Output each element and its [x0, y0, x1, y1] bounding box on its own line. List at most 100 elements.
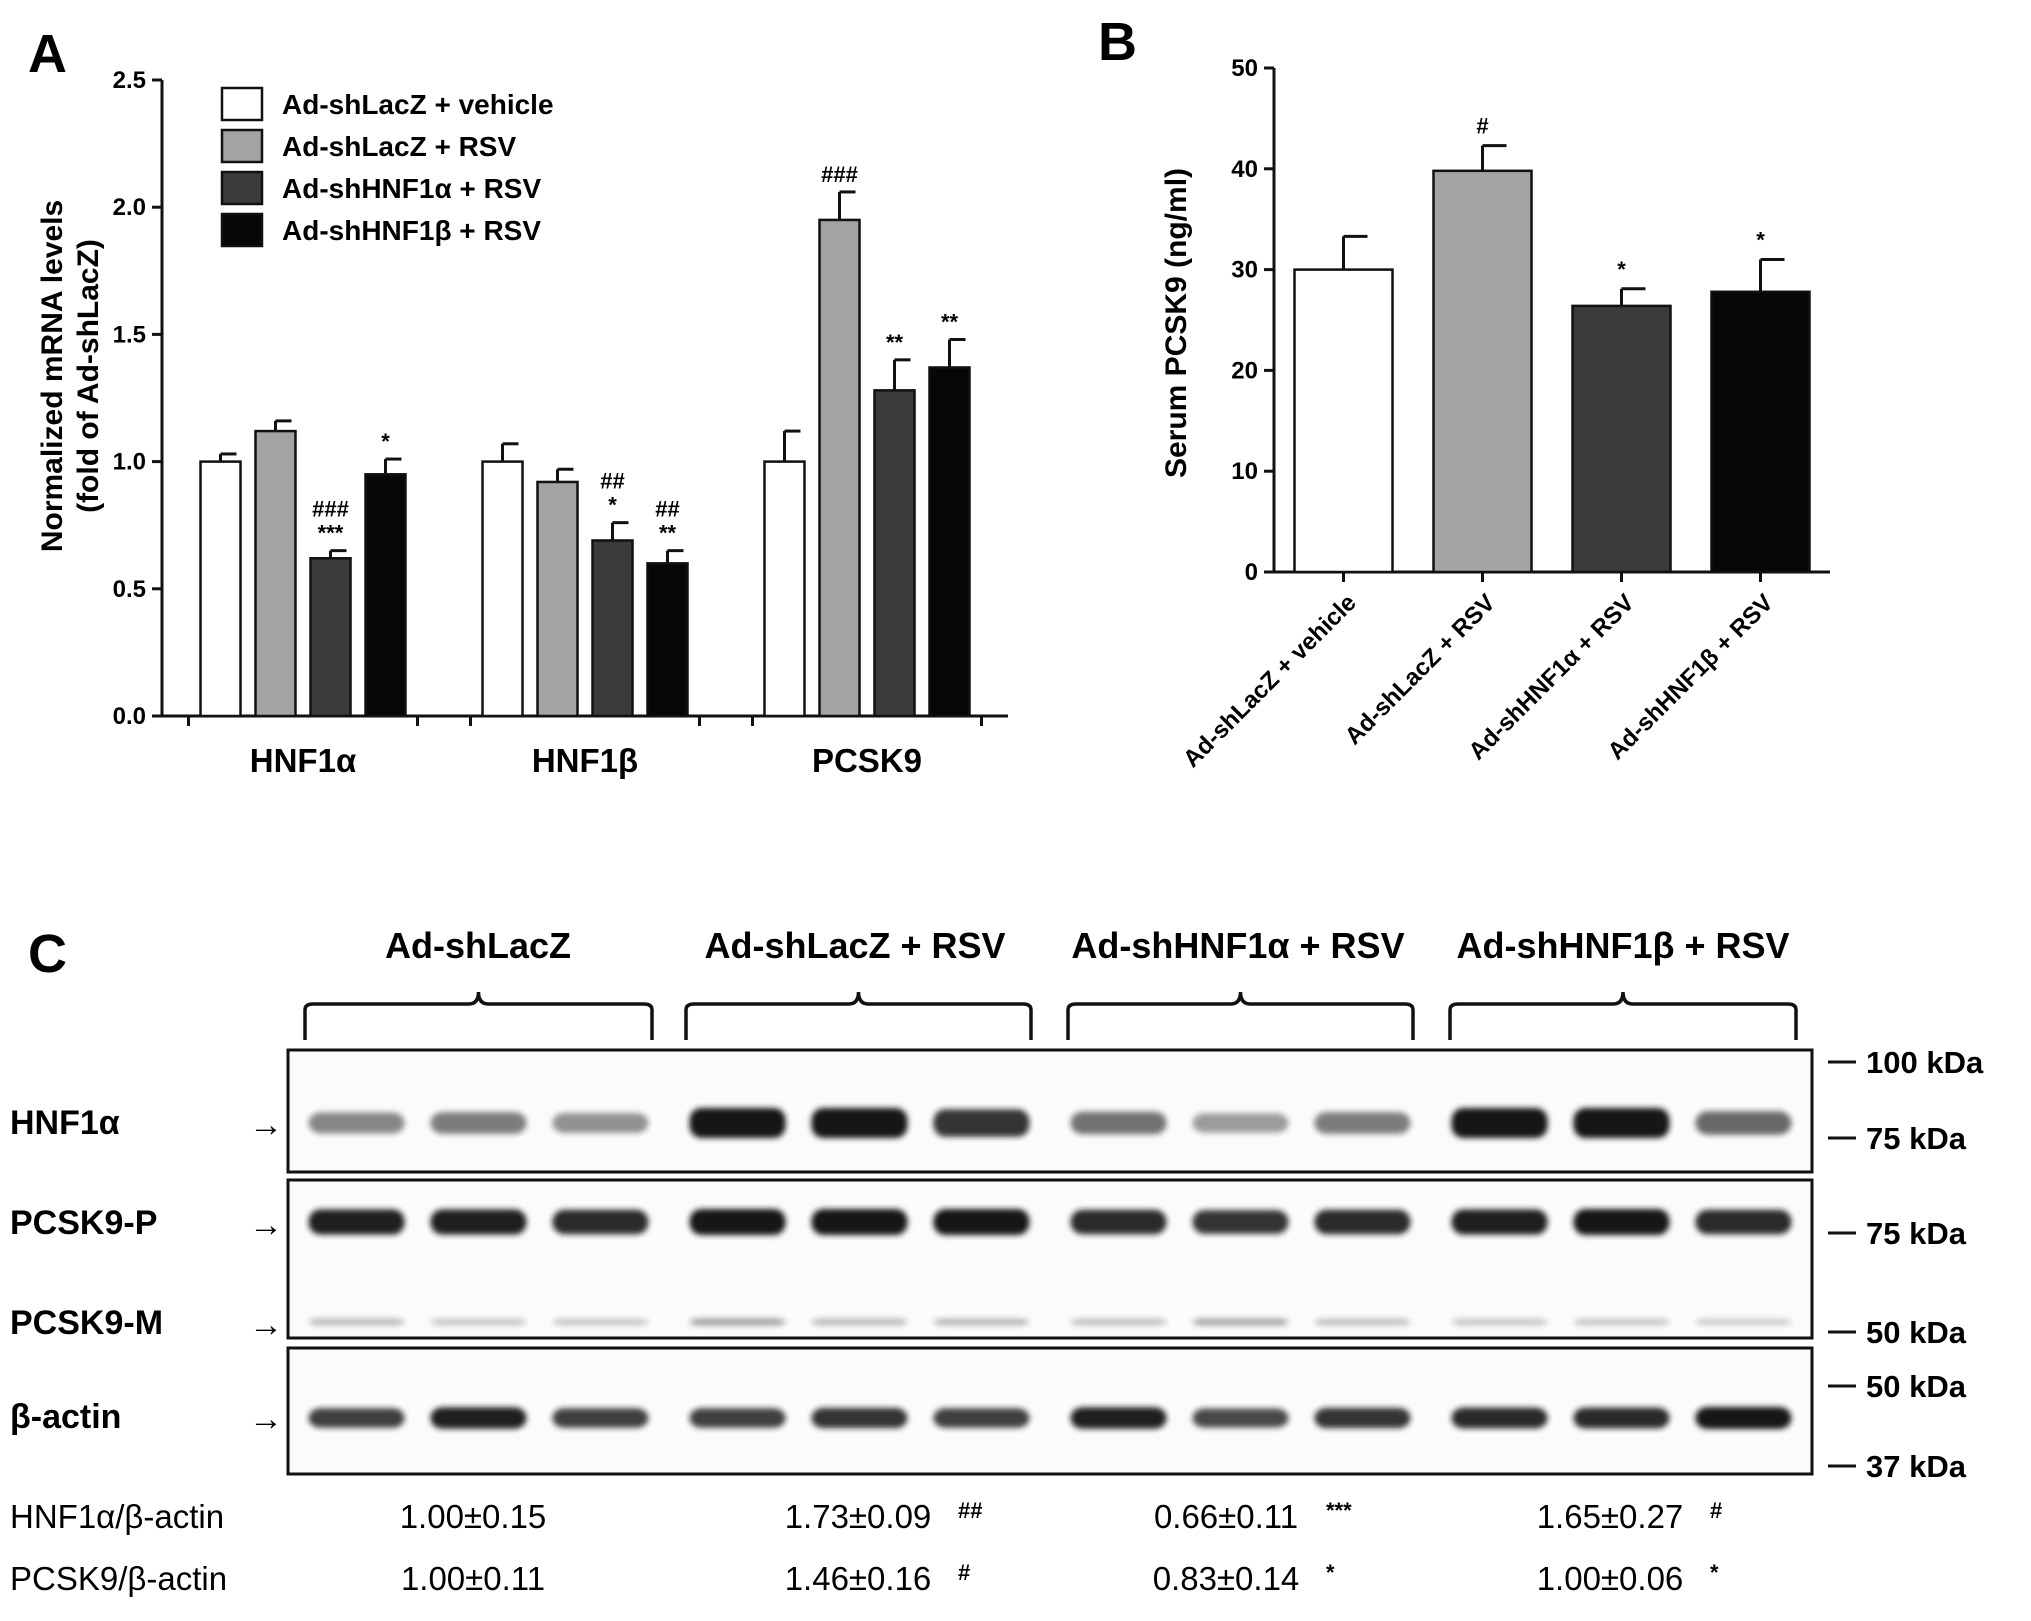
- blot-group-bracket: [684, 991, 1033, 1040]
- pcsk9-p-band: [1695, 1209, 1792, 1235]
- panel-a-chart: Normalized mRNA levels (fold of Ad-shLacZ…: [36, 67, 1008, 779]
- panel-a-legend-label: Ad-shLacZ + RSV: [282, 131, 516, 162]
- blot-marker-label: 75 kDa: [1866, 1121, 1967, 1156]
- blot-quant-value: 1.73±0.09: [785, 1498, 932, 1535]
- panel-a-legend-label: Ad-shLacZ + vehicle: [282, 89, 554, 120]
- panel-letter-b: B: [1098, 12, 1137, 72]
- blot-quant-value: 0.66±0.11: [1154, 1498, 1298, 1535]
- blot-membrane-box: [286, 1346, 1814, 1476]
- panel-b-significance-mark: #: [1476, 114, 1488, 139]
- blot-row-arrow: →: [249, 1400, 283, 1438]
- blot-quant-value: 1.00±0.11: [401, 1560, 545, 1597]
- panel-a-legend-swatch: [220, 212, 264, 248]
- blot-marker-label: 50 kDa: [1866, 1315, 1967, 1350]
- hnf1a-band: [1314, 1112, 1411, 1134]
- actin-band: [1192, 1408, 1289, 1428]
- pcsk9-m-band: [552, 1318, 649, 1326]
- pcsk9-m-band: [1314, 1318, 1411, 1326]
- pcsk9-m-band: [811, 1318, 908, 1326]
- panel-a-ylabel: Normalized mRNA levels (fold of Ad-shLacZ…: [36, 200, 105, 552]
- blot-quant-significance-mark: #: [958, 1560, 970, 1585]
- blot-marker-label: 75 kDa: [1866, 1216, 1967, 1251]
- blot-row-arrow: →: [249, 1206, 283, 1244]
- blot-group-header: Ad-shHNF1α + RSV: [1071, 925, 1404, 966]
- pcsk9-p-band: [430, 1209, 527, 1235]
- hnf1a-band: [933, 1109, 1030, 1137]
- panel-c-western-blot: Ad-shLacZ Ad-shLacZ + RSV Ad-shHNF1α + RSV…: [10, 925, 1984, 1597]
- blot-row-arrow: →: [249, 1306, 283, 1344]
- panel-a-legend-swatch: [220, 86, 264, 122]
- actin-band: [430, 1407, 527, 1429]
- blot-quant-value: 1.00±0.06: [1537, 1560, 1684, 1597]
- blot-row-label: PCSK9-M: [10, 1304, 163, 1342]
- panel-a-legend-label: Ad-shHNF1α + RSV: [282, 173, 541, 204]
- blot-quant-significance-mark: *: [1326, 1560, 1335, 1585]
- panel-a-significance-mark: **: [659, 521, 677, 546]
- blot-quant-row-label: HNF1α/β-actin: [10, 1498, 224, 1535]
- panel-a-bar: [199, 460, 242, 718]
- panel-b-y-tick-label: 20: [1231, 357, 1258, 384]
- actin-band: [811, 1407, 908, 1429]
- panel-b-bar: [1571, 304, 1672, 574]
- pcsk9-p-band: [1314, 1209, 1411, 1235]
- actin-band: [689, 1408, 786, 1428]
- panel-b-y-tick-label: 0: [1245, 559, 1258, 586]
- blot-quant-value: 1.00±0.15: [400, 1498, 547, 1535]
- blot-group-bracket: [1448, 991, 1798, 1040]
- blot-quant-significance-mark: *: [1710, 1560, 1719, 1585]
- panel-b-category-label: Ad-shLacZ + RSV: [1340, 589, 1501, 750]
- blot-marker-label: 37 kDa: [1866, 1449, 1967, 1484]
- pcsk9-p-band: [1451, 1209, 1548, 1235]
- blot-quant-significance-mark: ***: [1326, 1498, 1352, 1523]
- panel-a-significance-mark: **: [886, 330, 904, 355]
- blot-group-bracket: [1066, 991, 1415, 1040]
- pcsk9-p-band: [811, 1209, 908, 1235]
- blot-row-label: HNF1α: [10, 1104, 120, 1142]
- panel-letter-c: C: [28, 924, 67, 984]
- panel-b-y-tick-label: 30: [1231, 257, 1258, 284]
- actin-band: [308, 1408, 405, 1428]
- panel-a-bar: [818, 218, 861, 718]
- panel-a-bar: [646, 562, 689, 718]
- blot-group-bracket: [303, 991, 654, 1040]
- panel-a-y-tick-label: 2.5: [113, 67, 146, 94]
- actin-band: [1070, 1407, 1167, 1429]
- pcsk9-m-band: [1451, 1318, 1548, 1326]
- panel-a-bar: [254, 429, 297, 718]
- blot-membrane-box: [286, 1178, 1814, 1340]
- panel-a-ylabel-line: (fold of Ad-shLacZ): [72, 239, 105, 513]
- blot-row-label: β-actin: [10, 1398, 121, 1436]
- panel-a-bar: [364, 473, 407, 718]
- panel-b-y-tick-label: 40: [1231, 156, 1258, 183]
- actin-band: [1573, 1407, 1670, 1429]
- actin-band: [552, 1408, 649, 1428]
- hnf1a-band: [430, 1112, 527, 1134]
- panel-a-y-tick-label: 0.0: [113, 703, 146, 730]
- hnf1a-band: [1695, 1111, 1792, 1135]
- panel-a-legend-swatch: [220, 128, 264, 164]
- panel-a-significance-mark: ***: [318, 521, 344, 546]
- pcsk9-p-band: [933, 1209, 1030, 1235]
- blot-membrane-box: [286, 1048, 1814, 1174]
- panel-a-category-label: HNF1β: [532, 742, 638, 779]
- panel-a-bar: [309, 557, 352, 718]
- hnf1a-band: [552, 1112, 649, 1134]
- pcsk9-m-band: [1192, 1318, 1289, 1326]
- panel-a-ylabel-line: Normalized mRNA levels: [36, 200, 69, 552]
- blot-quant-row-label: PCSK9/β-actin: [10, 1560, 227, 1597]
- panel-b-bar: [1432, 169, 1533, 574]
- panel-b-chart: Serum PCSK9 (ng/ml) 0 10 20 30 40 50 Ad-shLacZ…: [1160, 55, 1830, 773]
- panel-letter-a: A: [28, 24, 67, 84]
- panel-b-significance-mark: *: [1756, 228, 1765, 253]
- actin-band: [933, 1408, 1030, 1428]
- panel-a-significance-mark: *: [608, 493, 617, 518]
- blot-quant-significance-mark: ##: [958, 1498, 982, 1523]
- blot-quant-value: 1.65±0.27: [1537, 1498, 1684, 1535]
- panel-b-category-label: Ad-shLacZ + vehicle: [1178, 589, 1362, 773]
- pcsk9-p-band: [1573, 1209, 1670, 1235]
- pcsk9-m-band: [933, 1318, 1030, 1326]
- blot-row-arrow: →: [249, 1106, 283, 1144]
- pcsk9-p-band: [308, 1209, 405, 1235]
- panel-a-significance-mark: ##: [600, 469, 624, 494]
